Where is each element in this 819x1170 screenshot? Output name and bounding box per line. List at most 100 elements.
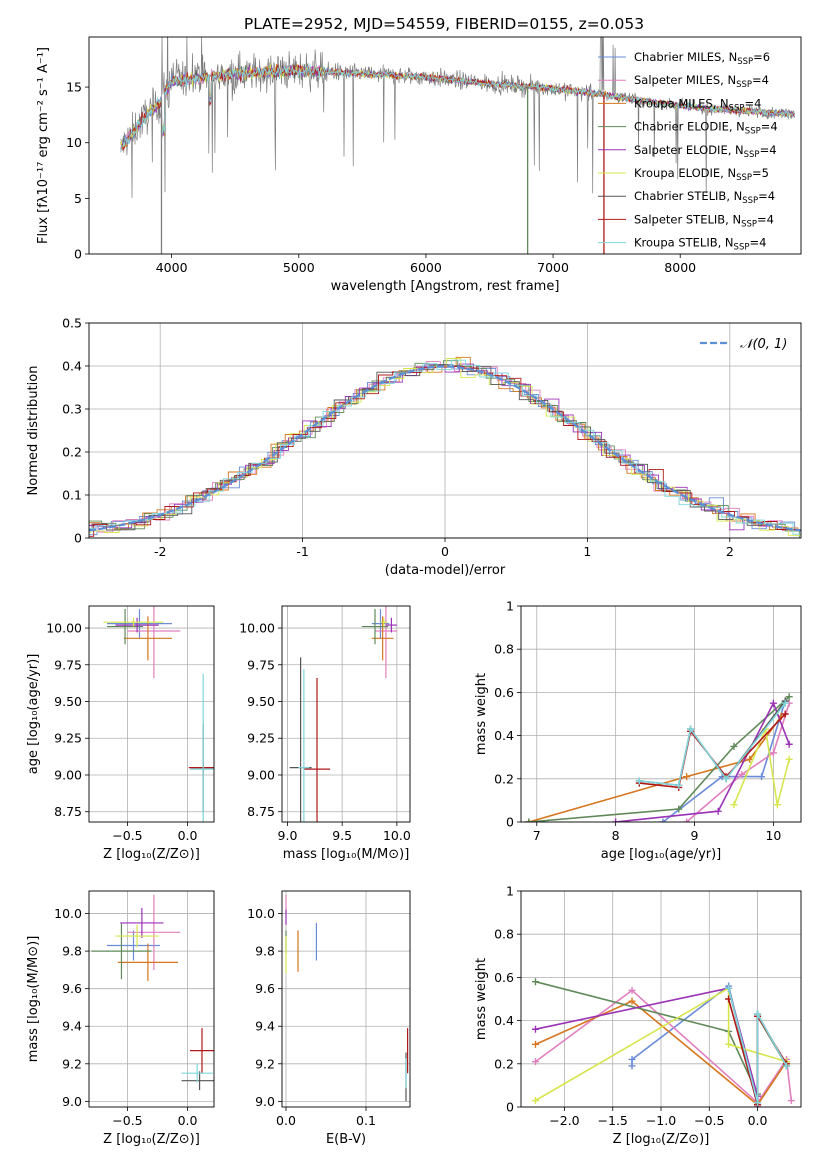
weight-marker xyxy=(714,807,722,815)
legend-label: Chabrier ELODIE, NSSP=4 xyxy=(634,120,778,137)
weight-marker xyxy=(675,805,683,813)
y-tick-label: 9.75 xyxy=(54,657,82,672)
y-tick-label: 0.4 xyxy=(494,728,514,743)
x-tick-label: 4000 xyxy=(156,260,188,275)
weight-marker xyxy=(531,1040,539,1048)
y-axis-label: age [log₁₀(age/yr)] xyxy=(26,654,41,775)
spectrum-panel: 4000 5000 6000 7000 8000 0 5 10 15 wavelength [An… xyxy=(36,36,802,294)
y-tick-label: 10.00 xyxy=(46,621,82,636)
legend-label: Chabrier MILES, NSSP=6 xyxy=(634,50,770,67)
y-tick-label: 5 xyxy=(74,191,82,206)
x-tick-label: −0.5 xyxy=(112,1113,142,1128)
mass-vs-EBV-panel: 0.0 0.1 9.0 9.2 9.4 9.6 9.8 10.0 E(B-V) xyxy=(247,890,411,1147)
x-tick-label: 8000 xyxy=(664,260,696,275)
mass-vs-Z-data xyxy=(91,894,214,1091)
x-tick-label: −2.0 xyxy=(549,1113,579,1128)
x-tick-label: 1 xyxy=(583,544,591,559)
x-tick-label: −0.5 xyxy=(694,1113,724,1128)
weight-marker xyxy=(628,1062,636,1070)
x-tick-label: 2 xyxy=(726,544,734,559)
y-tick-label: 0.3 xyxy=(62,402,82,417)
age-vs-mass-panel: 9.0 9.5 10.0 8.75 9.00 9.25 9.50 9.75 10.00 mass … xyxy=(239,605,411,862)
weight-marker xyxy=(531,1097,539,1105)
y-tick-label: 9.6 xyxy=(255,981,275,996)
y-tick-label: 9.2 xyxy=(62,1056,82,1071)
weight-line xyxy=(615,701,790,822)
y-tick-label: 0.8 xyxy=(494,642,514,657)
weight-marker xyxy=(787,1097,795,1105)
histogram-step xyxy=(89,359,801,535)
weight-marker xyxy=(754,1099,762,1107)
legend-label: Kroupa ELODIE, NSSP=5 xyxy=(634,166,769,183)
y-tick-label: 9.0 xyxy=(62,1094,82,1109)
weight-marker xyxy=(687,725,695,733)
x-tick-label: 6000 xyxy=(410,260,442,275)
mass-vs-Z-panel: −0.5 0.0 9.0 9.2 9.4 9.6 9.8 10.0 Z [log₁₀(Z/Z⊙)… xyxy=(26,890,215,1147)
x-axis-label: E(B-V) xyxy=(326,1132,366,1147)
axes-frame xyxy=(281,605,411,823)
x-axis-label: mass [log₁₀(M/M⊙)] xyxy=(283,847,410,862)
y-tick-label: 9.4 xyxy=(62,1019,82,1034)
age-vs-mass-data xyxy=(289,606,397,822)
legend-label: Kroupa MILES, NSSP=4 xyxy=(634,96,761,113)
weight-marker xyxy=(683,818,691,822)
y-tick-label: 0 xyxy=(74,531,82,546)
legend-label: Chabrier STELIB, NSSP=4 xyxy=(634,189,775,206)
y-tick-label: 10.0 xyxy=(247,906,275,921)
x-tick-label: −1.0 xyxy=(646,1113,676,1128)
y-tick-label: 15 xyxy=(66,80,82,95)
legend-label: Kroupa STELIB, NSSP=4 xyxy=(634,236,766,253)
weight-marker xyxy=(525,818,533,822)
weight-marker xyxy=(781,699,789,707)
y-tick-label: 0.2 xyxy=(494,1056,514,1071)
x-tick-label: 0 xyxy=(441,544,449,559)
y-tick-label: 0.2 xyxy=(494,771,514,786)
weight-marker xyxy=(531,1025,539,1033)
weight-marker xyxy=(785,740,793,748)
x-tick-label: 7000 xyxy=(537,260,569,275)
y-tick-label: 9.75 xyxy=(247,657,275,672)
axes-frame xyxy=(281,890,411,1108)
age-vs-Z-data xyxy=(103,606,214,822)
y-tick-label: 9.25 xyxy=(247,731,275,746)
y-tick-label: 0.5 xyxy=(62,316,82,331)
mass-weight-vs-Z-data xyxy=(531,978,795,1107)
x-axis-label: Z [log₁₀(Z/Z⊙)] xyxy=(103,1132,200,1147)
y-tick-label: 0.2 xyxy=(62,445,82,460)
x-tick-label: 9.0 xyxy=(278,828,298,843)
y-tick-label: 1 xyxy=(506,884,514,899)
axes-frame xyxy=(88,322,802,539)
weight-marker xyxy=(769,749,777,757)
axes-frame xyxy=(88,605,215,823)
x-axis-label: Z [log₁₀(Z/Z⊙)] xyxy=(613,1132,710,1147)
y-tick-label: 0.6 xyxy=(494,970,514,985)
y-tick-label: 9.50 xyxy=(54,694,82,709)
weight-marker xyxy=(781,710,789,718)
y-tick-label: 9.2 xyxy=(255,1056,275,1071)
y-tick-label: 10 xyxy=(66,135,82,150)
mass-weight-vs-Z-panel: −2.0 −1.5 −1.0 −0.5 0.0 0 0.2 0.4 0.6 0.8 1 Z [log₁… xyxy=(474,884,802,1147)
residuals-data xyxy=(89,356,801,538)
y-tick-label: 0 xyxy=(74,247,82,262)
mass-weight-vs-age-data xyxy=(525,693,793,822)
legend-label: Salpeter ELODIE, NSSP=4 xyxy=(634,143,777,160)
weight-marker xyxy=(783,1062,791,1070)
weight-marker xyxy=(628,1055,636,1063)
x-tick-label: 0.0 xyxy=(178,1113,198,1128)
x-tick-label: 9 xyxy=(691,828,699,843)
model-spectrum-line xyxy=(120,63,795,153)
weight-marker xyxy=(659,818,667,822)
weight-marker xyxy=(773,801,781,809)
spectrum-legend: Chabrier MILES, NSSP=6 Salpeter MILES, NS… xyxy=(598,50,778,253)
y-tick-label: 0 xyxy=(506,815,514,830)
y-axis-label: mass [log₁₀(M/M⊙)] xyxy=(26,936,41,1063)
weight-line xyxy=(528,696,790,822)
weight-marker xyxy=(675,781,683,789)
weight-marker xyxy=(730,742,738,750)
y-tick-label: 9.00 xyxy=(54,767,82,782)
x-tick-label: -1 xyxy=(296,544,308,559)
x-axis-label: age [log₁₀(age/yr)] xyxy=(601,847,722,862)
normal-curve xyxy=(89,365,801,532)
legend-label: Salpeter STELIB, NSSP=4 xyxy=(634,212,774,229)
y-axis-label: Normed distribution xyxy=(26,366,41,496)
